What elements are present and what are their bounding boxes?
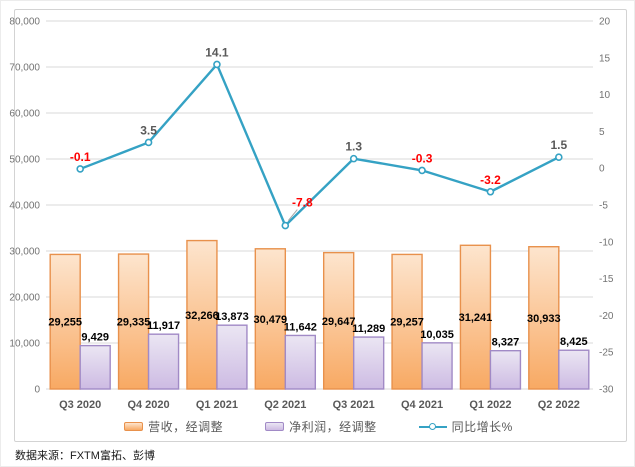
- net-profit-legend-label: 净利润，经调整: [289, 420, 377, 434]
- revenue-legend-swatch: [124, 422, 144, 431]
- chart-frame: [14, 9, 627, 442]
- source-note: 数据来源：FXTM富拓、彭博: [15, 450, 155, 462]
- legend-item-yoy-growth: 同比增长%: [418, 418, 513, 435]
- legend-item-revenue: 营收，经调整: [124, 418, 223, 435]
- revenue-legend-label: 营收，经调整: [148, 420, 224, 434]
- chart-legend: 营收，经调整 净利润，经调整 同比增长%: [1, 418, 634, 435]
- yoy-growth-legend-swatch: [418, 422, 447, 431]
- yoy-marker-glyph: [428, 422, 436, 430]
- yoy-growth-legend-label: 同比增长%: [451, 420, 513, 434]
- legend-item-net-profit: 净利润，经调整: [265, 418, 377, 435]
- net-profit-legend-swatch: [265, 422, 285, 431]
